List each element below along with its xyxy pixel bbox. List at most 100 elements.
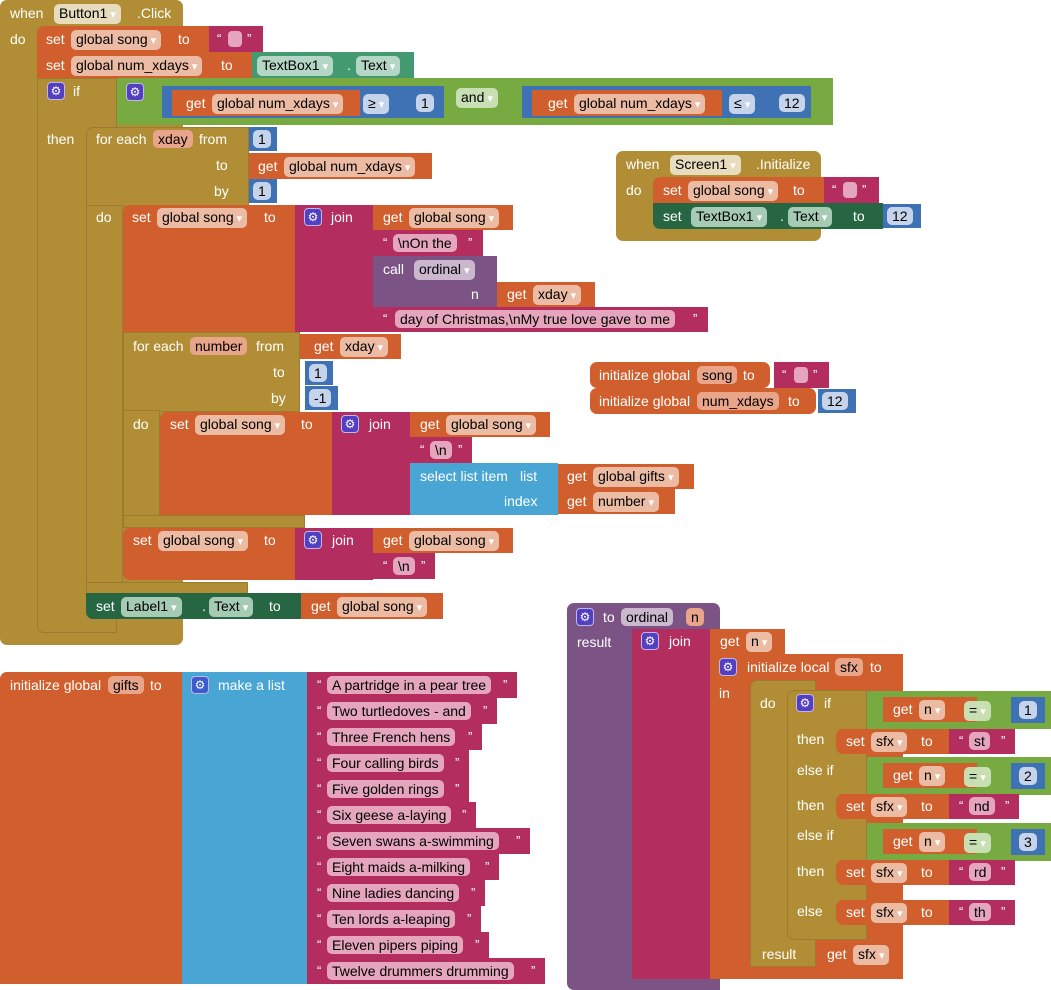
- set-sfx-block[interactable]: setsfxto: [836, 794, 949, 819]
- gift-string-block[interactable]: “ Seven swans a-swimming ”: [307, 828, 530, 854]
- property-dropdown[interactable]: Text: [209, 597, 254, 617]
- number-block[interactable]: 2: [1011, 763, 1045, 789]
- gift-text-field[interactable]: Four calling birds: [327, 754, 444, 772]
- variable-dropdown[interactable]: sfx: [871, 732, 908, 752]
- operator-dropdown[interactable]: =: [964, 767, 991, 787]
- loop-variable-field[interactable]: xday: [153, 130, 193, 148]
- component-dropdown[interactable]: Button1: [54, 4, 121, 24]
- empty-string-block[interactable]: “ ”: [824, 177, 879, 203]
- number-block[interactable]: 1: [249, 179, 277, 203]
- operator-dropdown[interactable]: ≤: [729, 94, 756, 114]
- select-list-item-block[interactable]: select list item list index: [410, 463, 558, 515]
- number-field[interactable]: 1: [416, 94, 434, 112]
- component-getter-block[interactable]: TextBox1 . Text: [252, 52, 414, 78]
- gift-text-field[interactable]: Ten lords a-leaping: [327, 910, 456, 928]
- variable-dropdown[interactable]: global num_xdays: [71, 56, 203, 76]
- text-field[interactable]: \n: [430, 441, 452, 459]
- join-block[interactable]: join: [295, 205, 373, 332]
- join-block[interactable]: join: [632, 629, 710, 979]
- init-global-block[interactable]: initialize global song to: [590, 362, 770, 388]
- variable-dropdown[interactable]: global num_xdays: [574, 94, 706, 114]
- component-dropdown[interactable]: Label1: [121, 597, 182, 617]
- local-name-field[interactable]: sfx: [835, 658, 863, 676]
- get-n[interactable]: get n: [883, 697, 977, 722]
- procedure-name-field[interactable]: ordinal: [621, 608, 674, 626]
- gift-text-field[interactable]: Two turtledoves - and: [327, 702, 471, 720]
- gift-string-block[interactable]: “ Five golden rings ”: [307, 776, 469, 802]
- empty-string-field[interactable]: [228, 31, 242, 47]
- gift-string-block[interactable]: “ Three French hens ”: [307, 724, 482, 750]
- global-name-field[interactable]: gifts: [108, 676, 144, 694]
- mutator-gear-icon[interactable]: [641, 632, 659, 650]
- variable-dropdown[interactable]: n: [746, 632, 773, 652]
- gift-text-field[interactable]: Eleven pipers piping: [327, 936, 464, 954]
- variable-dropdown[interactable]: global song: [409, 531, 500, 551]
- mutator-gear-icon[interactable]: [47, 82, 65, 100]
- mutator-gear-icon[interactable]: [796, 694, 814, 712]
- gift-text-field[interactable]: Six geese a-laying: [327, 806, 452, 824]
- property-dropdown[interactable]: Text: [356, 56, 401, 76]
- suffix-string-block[interactable]: “ st ”: [949, 729, 1015, 754]
- variable-dropdown[interactable]: sfx: [871, 797, 908, 817]
- operator-dropdown[interactable]: ≥: [363, 94, 390, 114]
- mutator-gear-icon[interactable]: [304, 208, 322, 226]
- set-label1-text-block[interactable]: set Label1 . Text to: [86, 593, 301, 619]
- variable-dropdown[interactable]: global song: [195, 415, 286, 435]
- text-field[interactable]: \nOn the: [393, 234, 457, 252]
- variable-dropdown[interactable]: n: [919, 832, 946, 852]
- number-field[interactable]: 12: [887, 207, 913, 225]
- empty-string-field[interactable]: [843, 182, 857, 198]
- mutator-gear-icon[interactable]: [126, 83, 144, 101]
- gift-text-field[interactable]: Three French hens: [327, 728, 456, 746]
- global-name-field[interactable]: num_xdays: [697, 392, 779, 410]
- call-ordinal-block[interactable]: call ordinal n: [373, 256, 497, 307]
- loop-variable-field[interactable]: number: [190, 337, 248, 355]
- number-field[interactable]: -1: [309, 389, 332, 407]
- variable-dropdown[interactable]: n: [919, 700, 946, 720]
- number-field[interactable]: 1: [1019, 701, 1037, 719]
- number-field[interactable]: 1: [253, 182, 271, 200]
- and-dropdown[interactable]: and: [456, 88, 498, 108]
- gift-text-field[interactable]: Eight maids a-milking: [327, 858, 471, 876]
- variable-dropdown[interactable]: global song: [71, 30, 162, 50]
- empty-string-block[interactable]: “ ”: [209, 26, 263, 52]
- suffix-text-field[interactable]: nd: [969, 797, 995, 815]
- variable-dropdown[interactable]: global song: [337, 597, 428, 617]
- global-name-field[interactable]: song: [697, 366, 738, 384]
- text-string-block[interactable]: “ \n ”: [373, 553, 435, 579]
- get-global-song[interactable]: get global song: [410, 412, 550, 437]
- get-n[interactable]: get n: [883, 829, 977, 854]
- variable-dropdown[interactable]: global song: [688, 181, 779, 201]
- gift-string-block[interactable]: “ Ten lords a-leaping ”: [307, 906, 481, 932]
- suffix-string-block[interactable]: “ th ”: [949, 900, 1015, 925]
- text-string-block[interactable]: “ \nOn the ”: [373, 230, 483, 256]
- get-global-song[interactable]: get global song: [301, 593, 443, 619]
- number-field[interactable]: 2: [1019, 767, 1037, 785]
- gift-string-block[interactable]: “ Eleven pipers piping ”: [307, 932, 489, 958]
- make-a-list-block[interactable]: make a list: [182, 672, 307, 984]
- get-global-num-xdays[interactable]: get global num_xdays: [249, 153, 432, 179]
- suffix-string-block[interactable]: “ nd ”: [949, 794, 1019, 819]
- empty-string-field[interactable]: [794, 367, 808, 383]
- variable-dropdown[interactable]: global num_xdays: [284, 157, 416, 177]
- number-block[interactable]: 1: [305, 361, 333, 385]
- variable-dropdown[interactable]: n: [919, 766, 946, 786]
- variable-dropdown[interactable]: global gifts: [593, 467, 679, 487]
- join-block[interactable]: join: [332, 412, 410, 515]
- get-n[interactable]: get n: [710, 629, 785, 654]
- gift-string-block[interactable]: “ Eight maids a-milking ”: [307, 854, 499, 880]
- join-block[interactable]: join: [295, 528, 373, 580]
- get-global-song[interactable]: get global song: [373, 205, 513, 230]
- variable-dropdown[interactable]: number: [593, 492, 660, 512]
- empty-string-block[interactable]: “ ”: [774, 362, 829, 388]
- variable-dropdown[interactable]: global num_xdays: [212, 94, 344, 114]
- gift-string-block[interactable]: “ Twelve drummers drumming ”: [307, 958, 545, 984]
- operator-dropdown[interactable]: =: [964, 701, 991, 721]
- gift-string-block[interactable]: “ Four calling birds ”: [307, 750, 469, 776]
- set-global-song-join-block[interactable]: set global song to: [123, 528, 295, 580]
- number-field[interactable]: 12: [822, 392, 848, 410]
- text-string-block[interactable]: “ day of Christmas,\nMy true love gave t…: [373, 307, 708, 332]
